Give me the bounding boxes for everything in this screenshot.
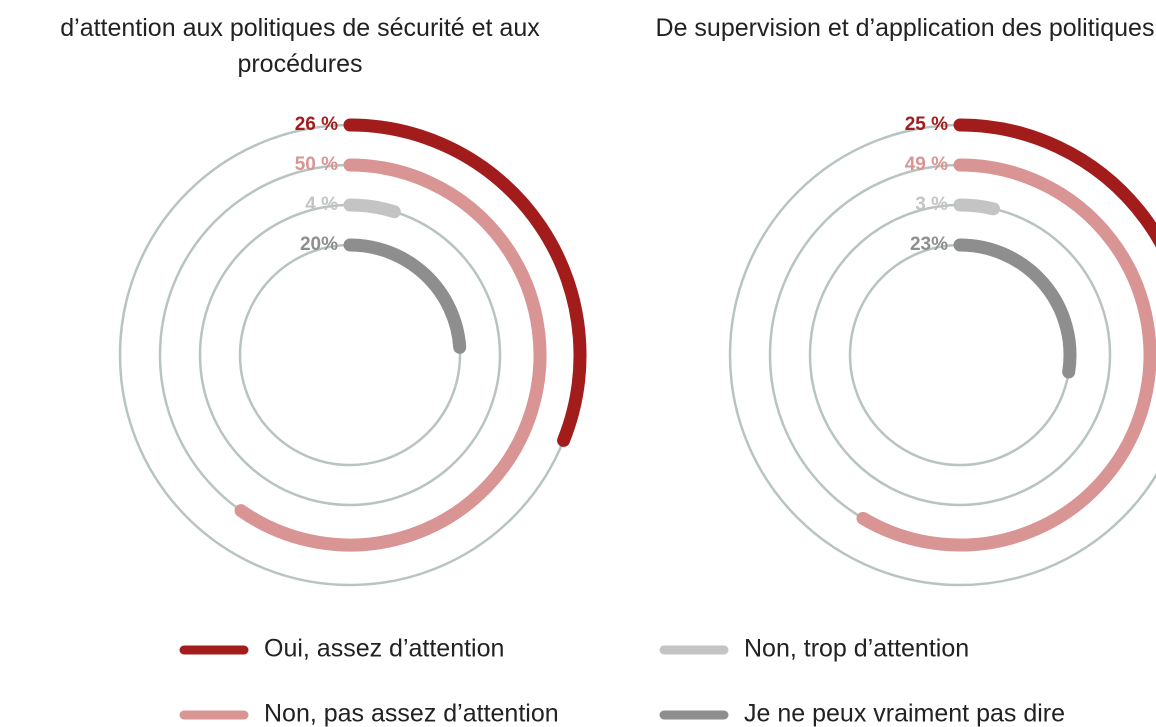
radial-bar — [234, 158, 547, 552]
value-label: 3 % — [915, 194, 948, 215]
legend-label: Je ne peux vraiment pas dire — [744, 700, 1065, 727]
value-label: 4 % — [305, 194, 338, 215]
radial-bar — [953, 238, 1077, 379]
value-label: 23% — [910, 234, 948, 255]
chart-title: De supervision et d’application des poli… — [655, 14, 1155, 42]
radial-bar — [953, 198, 1000, 216]
radial-bar — [343, 198, 401, 219]
value-label: 25 % — [905, 114, 948, 135]
radial-bar — [343, 118, 587, 447]
radial-bar — [953, 118, 1156, 248]
value-label: 26 % — [295, 114, 338, 135]
value-label: 20% — [300, 234, 338, 255]
legend-label: Oui, assez d’attention — [264, 635, 504, 663]
legend-label: Non, pas assez d’attention — [264, 700, 559, 727]
chart-title: d’attention aux politiques de sécurité e… — [60, 14, 540, 78]
radial-bar — [343, 238, 467, 354]
value-label: 49 % — [905, 154, 948, 175]
legend-label: Non, trop d’attention — [744, 635, 969, 663]
value-label: 50 % — [295, 154, 338, 175]
radial-bar — [856, 158, 1156, 552]
